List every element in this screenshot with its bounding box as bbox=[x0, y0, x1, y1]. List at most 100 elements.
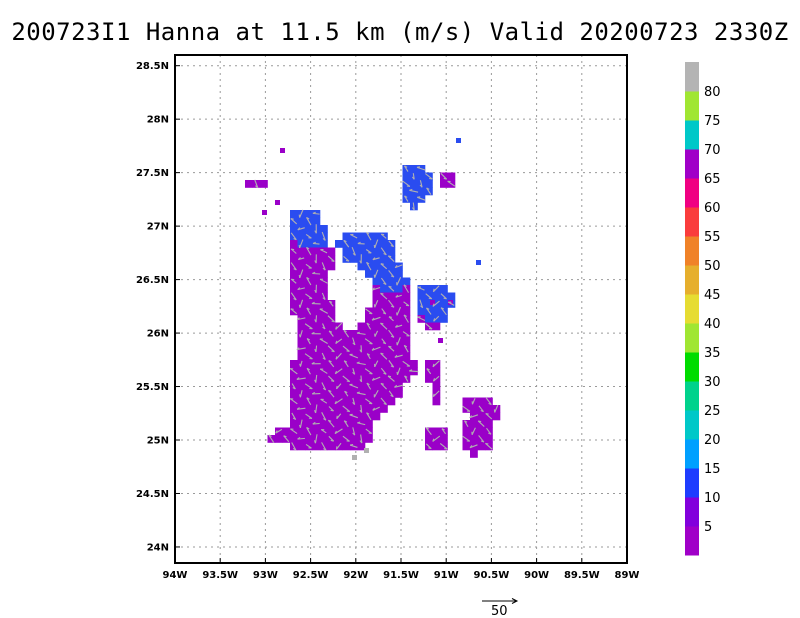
field-cell bbox=[350, 375, 358, 383]
wind-vector-head bbox=[428, 297, 432, 300]
wind-vector-head bbox=[335, 340, 338, 344]
wind-vector bbox=[387, 375, 395, 382]
wind-vector bbox=[321, 352, 326, 360]
lon-tick-label: 93.5W bbox=[202, 570, 238, 581]
wind-vector-head bbox=[394, 384, 398, 388]
lat-tick-label: 27.5N bbox=[136, 168, 169, 179]
wind-vector bbox=[360, 434, 363, 444]
wind-vector bbox=[388, 329, 395, 338]
field-cell bbox=[365, 435, 373, 443]
field-cell bbox=[327, 382, 336, 391]
wind-vector bbox=[299, 330, 303, 338]
field-cell bbox=[297, 397, 306, 406]
wind-vector bbox=[306, 397, 312, 406]
wind-vector bbox=[464, 420, 469, 428]
field-cell bbox=[432, 427, 441, 436]
field-cell bbox=[320, 405, 328, 413]
field-cell bbox=[350, 435, 358, 443]
lon-tick-label: 91W bbox=[434, 570, 459, 581]
wind-vector bbox=[305, 263, 312, 269]
wind-vector bbox=[403, 284, 409, 293]
wind-vector-head bbox=[306, 397, 310, 400]
field-cell bbox=[387, 307, 396, 316]
wind-vector bbox=[304, 323, 313, 330]
field-cell bbox=[305, 255, 313, 263]
wind-vector bbox=[447, 180, 456, 187]
lat-tick-label: 26.5N bbox=[136, 275, 169, 286]
wind-vector bbox=[388, 390, 394, 398]
wind-vector bbox=[297, 227, 305, 231]
wind-vector bbox=[335, 352, 342, 360]
wind-vector bbox=[374, 300, 379, 308]
wind-vector-head bbox=[314, 230, 317, 234]
wind-vector-head bbox=[255, 185, 259, 189]
wind-vector-head bbox=[469, 415, 473, 419]
wind-vector-head bbox=[322, 267, 326, 271]
field-cell bbox=[380, 360, 388, 368]
wind-vector bbox=[299, 419, 303, 428]
wind-vector-head bbox=[387, 375, 392, 378]
field-cell bbox=[342, 247, 351, 256]
field-cell bbox=[297, 292, 306, 301]
field-cell bbox=[425, 435, 433, 443]
wind-vector bbox=[366, 382, 372, 390]
wind-vector bbox=[409, 370, 419, 373]
colorbar-segment bbox=[685, 294, 699, 324]
colorbar-label: 20 bbox=[704, 433, 721, 448]
wind-vector-head bbox=[444, 448, 448, 450]
wind-vector bbox=[290, 232, 297, 241]
field-cell bbox=[290, 390, 298, 398]
wind-vector bbox=[364, 338, 373, 345]
wind-vector bbox=[328, 360, 335, 368]
field-cell bbox=[402, 322, 411, 331]
field-cell bbox=[485, 405, 493, 413]
wind-vector-head bbox=[312, 271, 316, 275]
field-cell bbox=[350, 345, 358, 353]
field-cell bbox=[312, 217, 321, 226]
wind-vector-head bbox=[432, 363, 435, 367]
wind-vector-head bbox=[314, 379, 317, 383]
field-cell bbox=[372, 412, 381, 421]
wind-vector bbox=[349, 384, 359, 389]
lat-tick-label: 25N bbox=[147, 436, 169, 447]
wind-vector bbox=[394, 384, 404, 388]
wind-vector bbox=[409, 189, 419, 193]
colorbar-segment bbox=[685, 410, 699, 440]
wind-vector-head bbox=[395, 324, 398, 328]
colorbar-segment bbox=[685, 178, 699, 208]
wind-vector-head bbox=[433, 318, 436, 322]
field-cell bbox=[477, 397, 486, 406]
colorbar-label: 10 bbox=[704, 491, 721, 506]
wind-vector-head bbox=[343, 239, 347, 243]
field-cell bbox=[477, 412, 486, 421]
wind-vector-head bbox=[480, 409, 484, 413]
field-cell bbox=[380, 300, 388, 308]
wind-vector-head bbox=[290, 218, 294, 220]
wind-vector bbox=[394, 354, 403, 358]
wind-vector-head bbox=[380, 382, 384, 385]
wind-vector-head bbox=[428, 447, 432, 450]
field-cell bbox=[335, 420, 343, 428]
field-cell bbox=[432, 367, 441, 376]
field-cell bbox=[275, 435, 283, 443]
field-cell bbox=[335, 345, 343, 353]
field-cell bbox=[432, 292, 441, 301]
wind-vector-head bbox=[322, 326, 326, 330]
wind-vector-head bbox=[464, 420, 468, 423]
wind-vector-head bbox=[328, 419, 332, 422]
wind-vector bbox=[290, 218, 298, 225]
wind-vector-head bbox=[336, 415, 338, 419]
colorbar-label: 35 bbox=[704, 346, 721, 361]
wind-vector bbox=[321, 412, 327, 421]
wind-vector bbox=[372, 406, 380, 411]
wind-vector bbox=[297, 317, 306, 321]
wind-vectors bbox=[254, 165, 499, 451]
wind-vector bbox=[432, 360, 440, 368]
wind-vector bbox=[366, 412, 372, 421]
wind-vector-head bbox=[292, 387, 296, 390]
wind-vector bbox=[327, 419, 335, 428]
field-cell bbox=[365, 240, 373, 248]
wind-vector bbox=[380, 263, 388, 270]
colorbar-segment bbox=[685, 323, 699, 353]
wind-vector bbox=[349, 444, 358, 448]
